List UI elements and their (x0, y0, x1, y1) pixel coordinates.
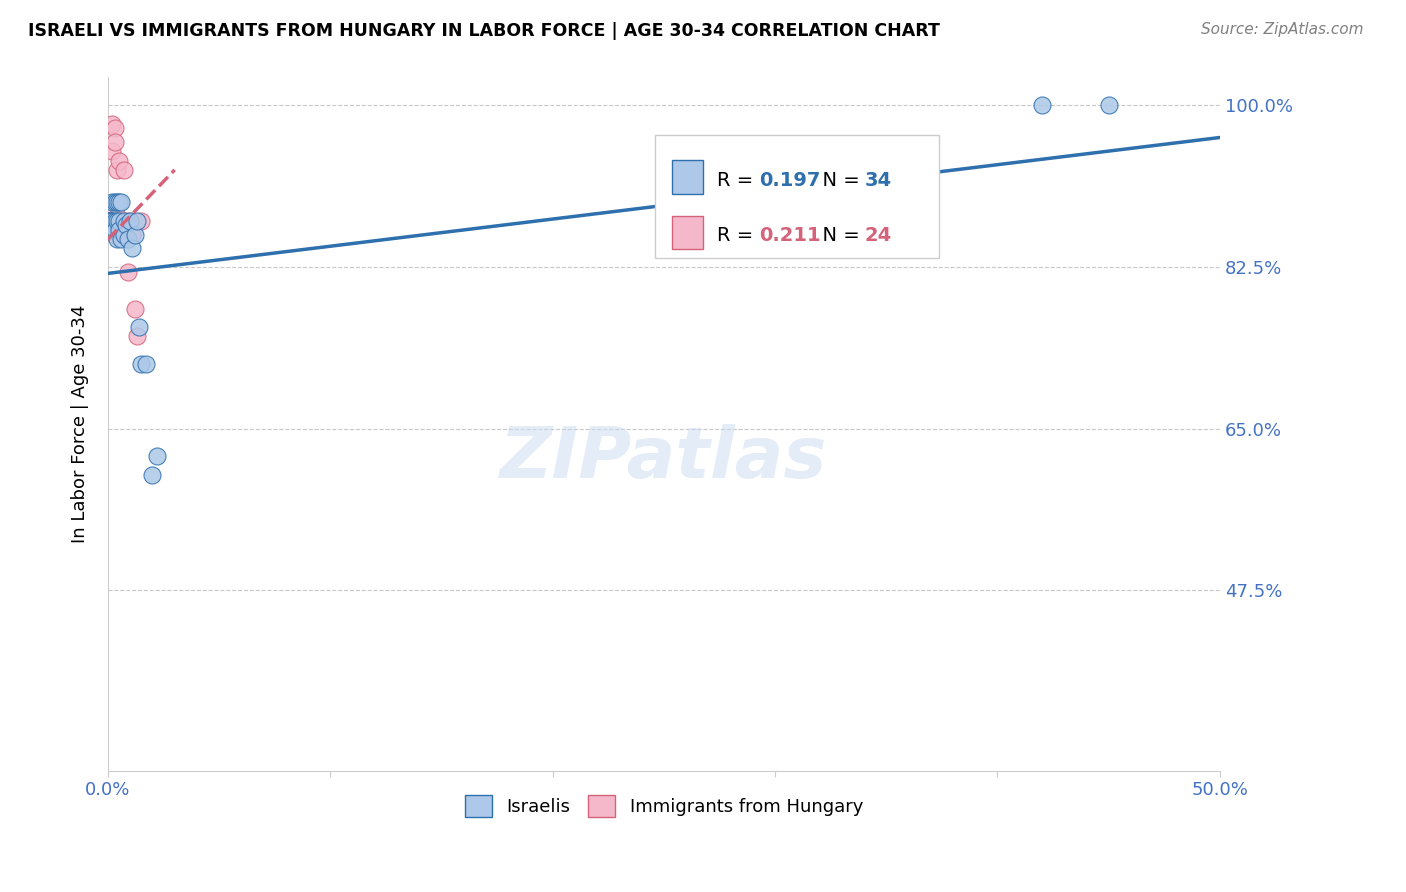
Point (98, 213, 121, 227)
Point (104, 227, 127, 242)
Point (98, 213, 121, 227)
Point (121, 227, 143, 242)
Point (117, 264, 139, 278)
Point (101, 145, 124, 159)
Legend: Israelis, Immigrants from Hungary: Israelis, Immigrants from Hungary (457, 788, 870, 824)
Point (98, 213, 121, 227)
Point (124, 301, 146, 316)
Point (105, 213, 128, 227)
Point (117, 232, 139, 246)
Point (124, 227, 146, 242)
Text: R =: R = (717, 227, 759, 245)
Point (110, 232, 132, 246)
Point (98, 213, 121, 227)
Point (1097, 98, 1119, 112)
Point (105, 162, 128, 177)
Point (114, 219, 136, 233)
Point (1031, 98, 1053, 112)
Point (104, 223, 127, 237)
Point (112, 213, 135, 227)
Point (108, 195, 131, 210)
Point (146, 450, 169, 464)
Point (125, 329, 148, 343)
Point (128, 320, 150, 334)
Point (108, 213, 131, 227)
Text: N =: N = (810, 170, 866, 190)
Text: Source: ZipAtlas.com: Source: ZipAtlas.com (1201, 22, 1364, 37)
Point (98, 213, 121, 227)
Point (141, 467, 163, 482)
Point (108, 223, 131, 237)
Y-axis label: In Labor Force | Age 30-34: In Labor Force | Age 30-34 (72, 305, 89, 543)
Point (101, 213, 124, 227)
Point (98, 213, 121, 227)
Point (108, 153, 131, 168)
Point (98, 213, 121, 227)
Point (104, 213, 127, 227)
Text: ZIPatlas: ZIPatlas (501, 425, 828, 493)
Text: 0.211: 0.211 (759, 227, 821, 245)
Point (101, 117, 124, 131)
Text: ISRAELI VS IMMIGRANTS FROM HUNGARY IN LABOR FORCE | AGE 30-34 CORRELATION CHART: ISRAELI VS IMMIGRANTS FROM HUNGARY IN LA… (28, 22, 941, 40)
Point (98, 213, 121, 227)
Point (105, 232, 128, 246)
Point (105, 209, 128, 223)
Point (114, 213, 136, 227)
Point (98, 213, 121, 227)
Point (120, 213, 142, 227)
Point (135, 357, 157, 371)
Text: N =: N = (810, 227, 866, 245)
Point (131, 213, 153, 227)
Point (98, 213, 121, 227)
Point (112, 162, 135, 177)
Point (125, 213, 148, 227)
Point (121, 242, 143, 256)
Point (104, 135, 127, 149)
Point (110, 195, 132, 210)
Text: 24: 24 (865, 227, 891, 245)
Point (104, 121, 127, 136)
Text: 0.197: 0.197 (759, 170, 821, 190)
Point (104, 195, 127, 210)
Point (98, 213, 121, 227)
Point (108, 219, 131, 233)
Text: R =: R = (717, 170, 759, 190)
Point (101, 223, 124, 237)
Point (131, 357, 153, 371)
Point (101, 195, 124, 210)
Text: 34: 34 (865, 170, 891, 190)
Point (120, 213, 142, 227)
Point (112, 227, 135, 242)
Point (105, 195, 128, 210)
Point (110, 213, 132, 227)
